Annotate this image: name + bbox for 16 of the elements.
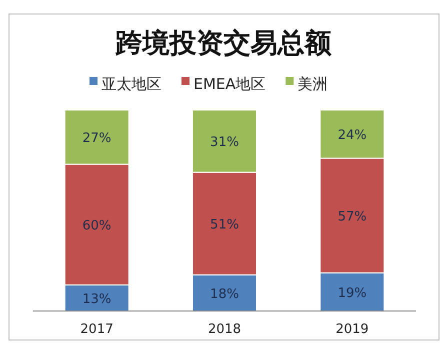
data-label: 24% (338, 128, 367, 144)
legend-label: EMEA地区 (194, 75, 266, 94)
data-label: 51% (210, 218, 239, 233)
x-tick-label: 2018 (208, 322, 242, 337)
chart-title: 跨境投资交易总额 (114, 28, 332, 59)
data-label: 19% (338, 286, 367, 301)
data-label: 18% (210, 286, 239, 302)
data-label: 60% (82, 218, 112, 234)
legend-label: 亚太地区 (102, 75, 162, 94)
x-tick-label: 2019 (336, 322, 369, 337)
x-tick-label: 2017 (80, 322, 114, 337)
data-label: 57% (338, 210, 367, 225)
data-label: 27% (82, 131, 112, 146)
legend-label: 美洲 (298, 75, 328, 94)
data-label: 31% (210, 135, 239, 150)
data-label: 13% (82, 292, 112, 307)
